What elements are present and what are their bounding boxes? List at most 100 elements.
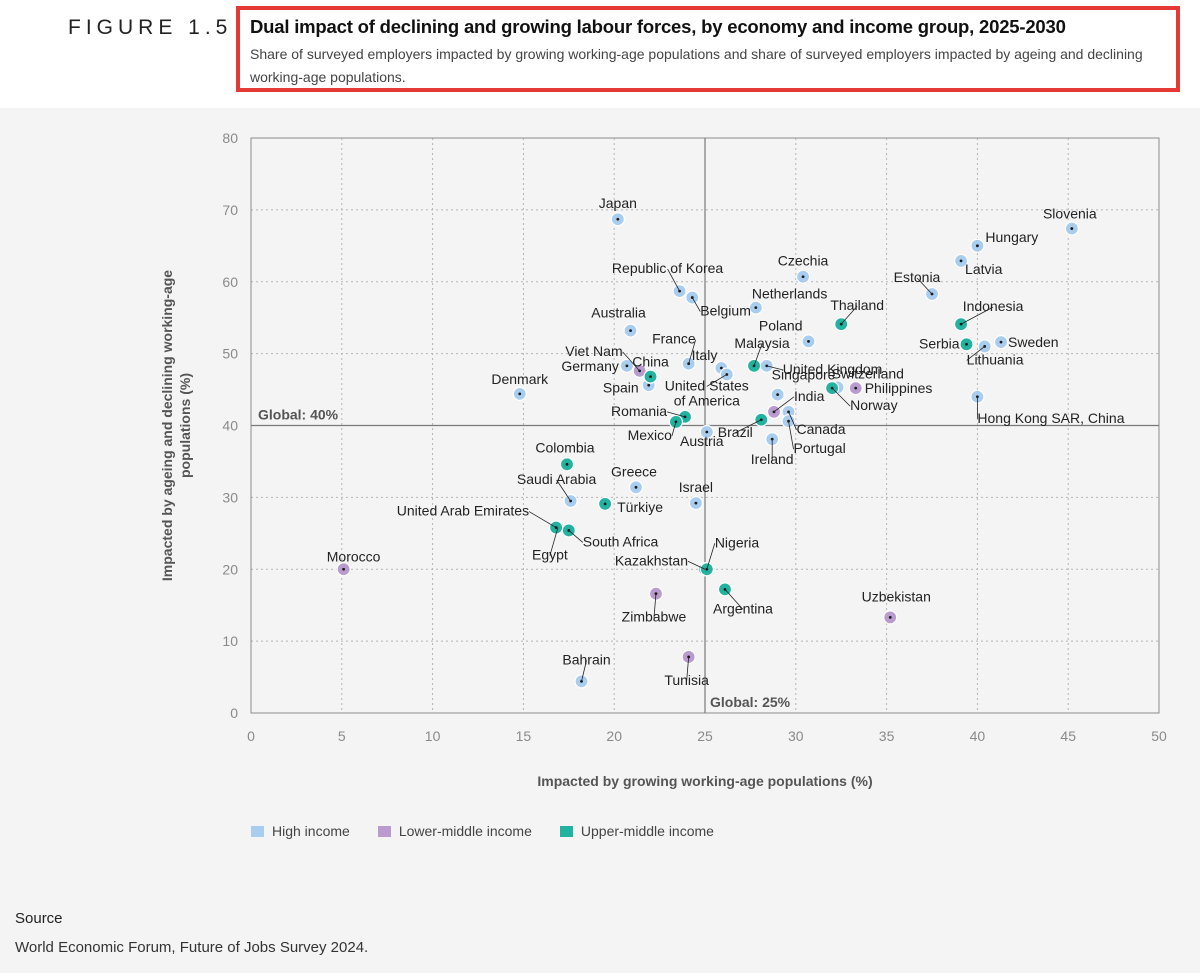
data-point-center bbox=[518, 392, 522, 396]
point-label: Philippines bbox=[865, 380, 933, 396]
data-point-center bbox=[976, 244, 979, 248]
figure-subtitle: Share of surveyed employers impacted by … bbox=[250, 46, 1143, 85]
point-label: Bahrain bbox=[562, 651, 610, 667]
legend-item-lower-middle-income: Lower-middle income bbox=[377, 823, 532, 839]
y-tick-label: 60 bbox=[222, 274, 238, 290]
point-label: Brazil bbox=[718, 424, 753, 440]
x-tick-label: 40 bbox=[970, 728, 986, 744]
data-point-center bbox=[565, 462, 569, 466]
point-label: Serbia bbox=[919, 335, 960, 351]
legend-item-upper-middle-income: Upper-middle income bbox=[559, 823, 714, 839]
point-label: Italy bbox=[692, 347, 718, 363]
data-point-center bbox=[719, 366, 723, 370]
point-label: Canada bbox=[797, 421, 846, 437]
data-point-center bbox=[959, 259, 963, 263]
leader-line bbox=[788, 421, 794, 450]
leader-line bbox=[840, 305, 858, 325]
leader-line bbox=[788, 411, 797, 431]
point-label: Türkiye bbox=[617, 499, 663, 515]
legend-item-high-income: High income bbox=[251, 823, 350, 839]
point-label: United States of America bbox=[665, 377, 749, 408]
point-label: Portugal bbox=[794, 440, 846, 456]
data-point-center bbox=[801, 275, 805, 279]
x-tick-label: 15 bbox=[516, 728, 532, 744]
leader-line bbox=[706, 374, 727, 387]
point-label: Morocco bbox=[327, 548, 381, 564]
y-tick-label: 70 bbox=[222, 202, 238, 218]
reference-label: Global: 40% bbox=[258, 407, 339, 423]
legend-swatch-lower-middle-income bbox=[377, 825, 391, 837]
data-point-center bbox=[888, 616, 892, 619]
point-label: Thailand bbox=[830, 297, 884, 313]
leader-line bbox=[528, 511, 557, 528]
point-label: China bbox=[632, 354, 669, 370]
point-label: Colombia bbox=[535, 439, 594, 455]
leader-line bbox=[581, 660, 587, 682]
leader-line bbox=[831, 387, 851, 407]
point-label: Belgium bbox=[700, 303, 751, 319]
leader-line bbox=[753, 343, 763, 366]
point-label: Saudi Arabia bbox=[517, 471, 597, 487]
point-label: Austria bbox=[680, 433, 724, 449]
data-point-center bbox=[616, 217, 620, 221]
leader-line bbox=[773, 396, 795, 413]
reference-label: Global: 25% bbox=[710, 694, 791, 710]
point-label: United Arab Emirates bbox=[397, 503, 529, 519]
x-tick-label: 45 bbox=[1060, 728, 1076, 744]
point-label: Latvia bbox=[965, 261, 1003, 277]
point-label: Argentina bbox=[713, 600, 773, 616]
point-label: Zimbabwe bbox=[622, 609, 687, 625]
figure-label: FIGURE 1.5 bbox=[68, 16, 233, 39]
point-label: Nigeria bbox=[715, 534, 760, 550]
point-label: Malaysia bbox=[734, 335, 789, 351]
point-label: Lithuania bbox=[967, 351, 1024, 367]
y-tick-label: 30 bbox=[222, 489, 238, 505]
point-label: Germany bbox=[561, 358, 619, 374]
point-label: Sweden bbox=[1008, 334, 1059, 350]
legend-label: High income bbox=[272, 823, 350, 839]
x-tick-label: 20 bbox=[606, 728, 622, 744]
title-box: Dual impact of declining and growing lab… bbox=[236, 6, 1180, 92]
point-label: Viet Nam bbox=[565, 343, 622, 359]
leader-line bbox=[549, 527, 559, 556]
point-label: Tunisia bbox=[664, 672, 709, 688]
x-tick-label: 25 bbox=[697, 728, 713, 744]
data-point-center bbox=[776, 393, 780, 396]
point-label: Kazakhstan bbox=[615, 552, 688, 568]
source-heading: Source bbox=[15, 910, 63, 927]
point-label: Czechia bbox=[778, 253, 829, 269]
point-label: Hong Kong SAR, China bbox=[977, 410, 1124, 426]
point-label: Hungary bbox=[985, 229, 1038, 245]
point-label: Indonesia bbox=[963, 298, 1024, 314]
legend-swatch-high-income bbox=[251, 825, 264, 837]
y-tick-label: 50 bbox=[222, 346, 238, 362]
leader-line bbox=[666, 411, 686, 418]
point-label: Japan bbox=[599, 195, 637, 211]
leader-line bbox=[622, 351, 640, 372]
data-point-center bbox=[807, 340, 810, 343]
legend-label: Lower-middle income bbox=[398, 823, 532, 839]
leader-line bbox=[686, 656, 690, 681]
legend-swatch-upper-middle-income bbox=[559, 825, 573, 837]
data-point-center bbox=[649, 375, 652, 379]
point-label: Greece bbox=[611, 463, 657, 479]
point-label: Egypt bbox=[532, 547, 568, 563]
y-axis-title: Impacted by ageing and declining working… bbox=[159, 270, 193, 581]
x-axis-title: Impacted by growing working-age populati… bbox=[537, 773, 872, 789]
y-tick-label: 80 bbox=[222, 130, 238, 146]
x-tick-label: 35 bbox=[879, 728, 895, 744]
leader-line bbox=[766, 365, 783, 371]
leader-line bbox=[916, 277, 933, 295]
y-tick-label: 20 bbox=[222, 561, 238, 577]
point-label: Switzerland bbox=[832, 365, 904, 381]
point-label: United Kingdom bbox=[783, 361, 883, 377]
legend: High income Lower-middle income Upper-mi… bbox=[251, 823, 714, 839]
leader-line bbox=[688, 339, 697, 364]
data-point-center bbox=[603, 502, 607, 506]
point-label: Romania bbox=[611, 403, 667, 419]
data-point-center bbox=[854, 386, 858, 390]
source-text: World Economic Forum, Future of Jobs Sur… bbox=[15, 939, 369, 956]
x-tick-label: 10 bbox=[425, 728, 441, 744]
point-label: Mexico bbox=[628, 427, 673, 443]
